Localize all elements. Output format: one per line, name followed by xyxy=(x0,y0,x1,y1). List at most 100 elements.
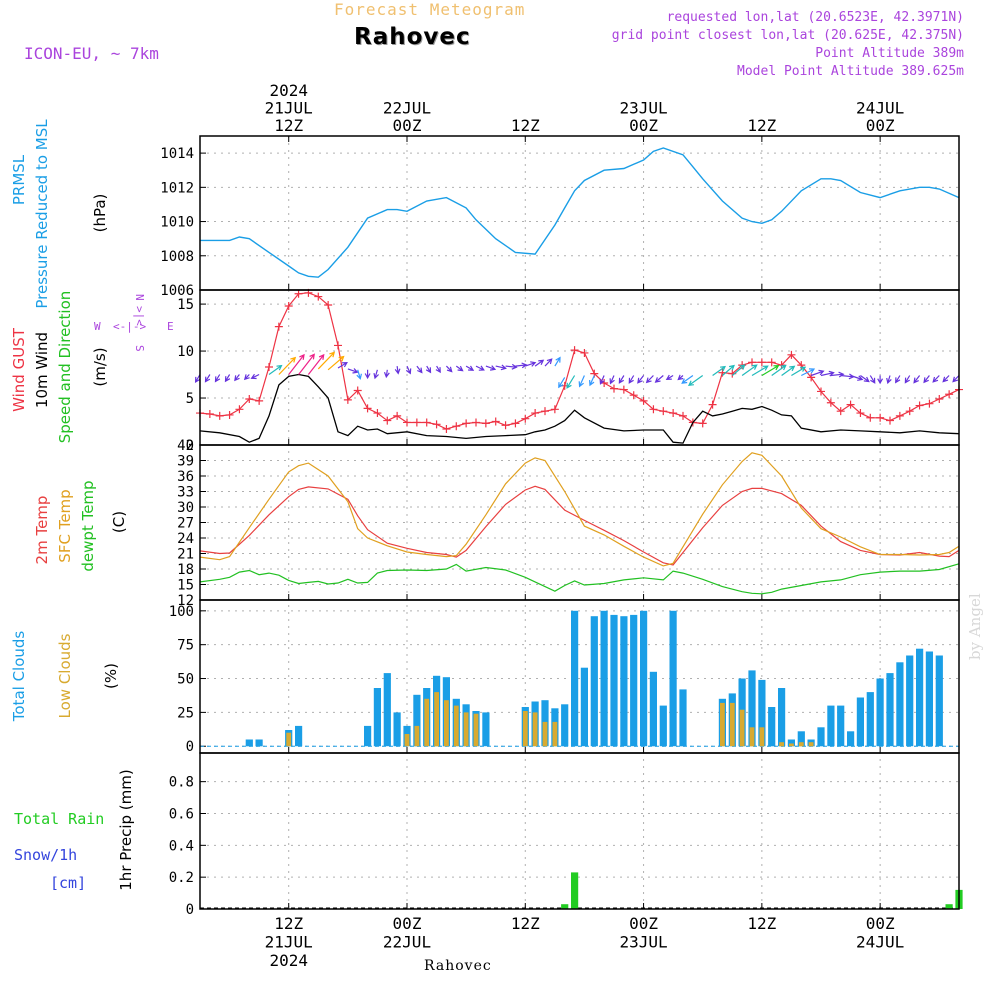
footer-station-name: Rahovec xyxy=(424,958,492,974)
y-tick-label: 27 xyxy=(177,516,194,532)
gust-marker xyxy=(698,419,707,428)
gust-marker xyxy=(422,418,431,427)
low-clouds-label: Low Clouds xyxy=(56,633,74,718)
total-cloud-bar xyxy=(245,739,253,747)
low-cloud-bar xyxy=(424,698,430,747)
wind-vector xyxy=(214,374,221,383)
gust-marker xyxy=(619,385,628,394)
total-cloud-bar xyxy=(935,655,943,747)
wind-vector xyxy=(687,375,704,387)
top-time-label: 12Z xyxy=(747,116,776,135)
wind-vector xyxy=(801,368,816,377)
wind-vector xyxy=(628,375,635,384)
wind-vector xyxy=(913,375,921,384)
y-tick-label: 33 xyxy=(177,485,194,501)
gust-marker xyxy=(225,410,234,419)
wind-vector xyxy=(525,361,537,367)
wind-vector xyxy=(904,375,911,384)
bottom-time-label: 12Z xyxy=(274,914,303,933)
gust-marker xyxy=(836,407,845,416)
gust-marker xyxy=(274,322,283,331)
wind-vector xyxy=(751,365,769,377)
wind-vector xyxy=(337,361,348,369)
low-cloud-bar xyxy=(463,712,469,747)
top-time-label: 12Z xyxy=(511,116,540,135)
bottom-time-label: 12Z xyxy=(747,914,776,933)
wind-vector xyxy=(599,375,605,385)
total-cloud-bar xyxy=(916,648,924,747)
wind-vector xyxy=(654,375,664,383)
gust-marker xyxy=(649,405,658,414)
bottom-time-label: 00Z xyxy=(393,914,422,933)
gust-marker xyxy=(393,411,402,420)
gust-marker xyxy=(373,409,382,418)
y-tick-label: 0 xyxy=(186,902,194,918)
wind-vector xyxy=(505,363,518,370)
total-cloud-bar xyxy=(649,671,657,747)
gust-marker xyxy=(886,416,894,425)
gust-marker xyxy=(531,409,540,418)
gust-marker xyxy=(383,416,392,425)
gust-marker xyxy=(639,396,648,405)
point-altitude-label: Point Altitude 389m xyxy=(815,46,964,61)
compass-n: N xyxy=(133,294,146,301)
wind-gust-label: Wind GUST xyxy=(10,327,28,412)
low-cloud-bar xyxy=(808,742,814,747)
gust-marker xyxy=(708,400,717,409)
wind-vector xyxy=(356,369,362,380)
total-cloud-bar xyxy=(925,651,933,747)
wind-vector xyxy=(923,375,930,384)
low-cloud-bar xyxy=(542,721,548,747)
rain-legend-label: Total Rain xyxy=(14,810,104,828)
compass-legend: W E <-|-> N >|< S xyxy=(94,294,174,352)
y-tick-label: 1012 xyxy=(160,180,194,196)
total-cloud-bar xyxy=(837,705,845,747)
total-cloud-bar xyxy=(797,731,805,747)
wind-vector xyxy=(465,365,475,371)
wind-vector xyxy=(416,365,423,374)
gust-marker xyxy=(491,417,500,426)
gust-marker xyxy=(757,358,766,367)
low-cloud-bar xyxy=(720,702,725,747)
low-cloud-bar xyxy=(532,712,538,747)
gust-marker xyxy=(412,418,421,427)
wind-vector xyxy=(364,369,371,380)
gust-marker xyxy=(334,341,342,350)
wind-vector xyxy=(515,362,528,369)
wind-vector xyxy=(224,374,231,383)
total-cloud-bar xyxy=(758,679,766,747)
wind-vector xyxy=(645,375,654,384)
temp-dewpt-label: dewpt Temp xyxy=(79,480,97,571)
compass-e: E xyxy=(167,320,174,333)
gust-marker xyxy=(570,346,579,355)
snow-unit-label: [cm] xyxy=(50,874,86,892)
compass-arrow: <-|-> xyxy=(113,320,146,333)
y-tick-label: 100 xyxy=(169,604,194,620)
low-cloud-bar xyxy=(749,727,755,747)
pressure-unit-label: (hPa) xyxy=(91,194,109,233)
wind-vector xyxy=(268,364,283,375)
wind-vector xyxy=(307,353,325,375)
top-time-label: 2024 xyxy=(269,81,308,100)
total-cloud-bar xyxy=(255,739,263,747)
panel-frame-pressure xyxy=(199,135,960,291)
y-tick-label: 0.2 xyxy=(169,870,194,886)
wind-vector xyxy=(771,364,787,376)
total-cloud-bar xyxy=(847,731,855,747)
bottom-time-label: 00Z xyxy=(866,914,895,933)
wind-vector xyxy=(869,375,876,384)
gust-marker xyxy=(935,394,944,403)
low-cloud-bar xyxy=(473,713,479,747)
total-cloud-bar xyxy=(630,614,638,747)
y-tick-label: 0.8 xyxy=(169,775,194,791)
y-tick-label: 36 xyxy=(177,469,194,485)
snow-legend-label: Snow/1h xyxy=(14,846,77,864)
wind-vector xyxy=(243,374,250,381)
pressure-label-msl: Pressure Reduced to MSL xyxy=(33,119,51,309)
gust-marker xyxy=(787,350,796,359)
temp-unit-label: (C) xyxy=(110,511,128,533)
y-tick-label: 0.6 xyxy=(169,806,194,822)
low-cloud-bar xyxy=(453,705,459,747)
low-cloud-bar xyxy=(779,742,784,747)
bottom-time-label: 21JUL xyxy=(265,933,313,952)
